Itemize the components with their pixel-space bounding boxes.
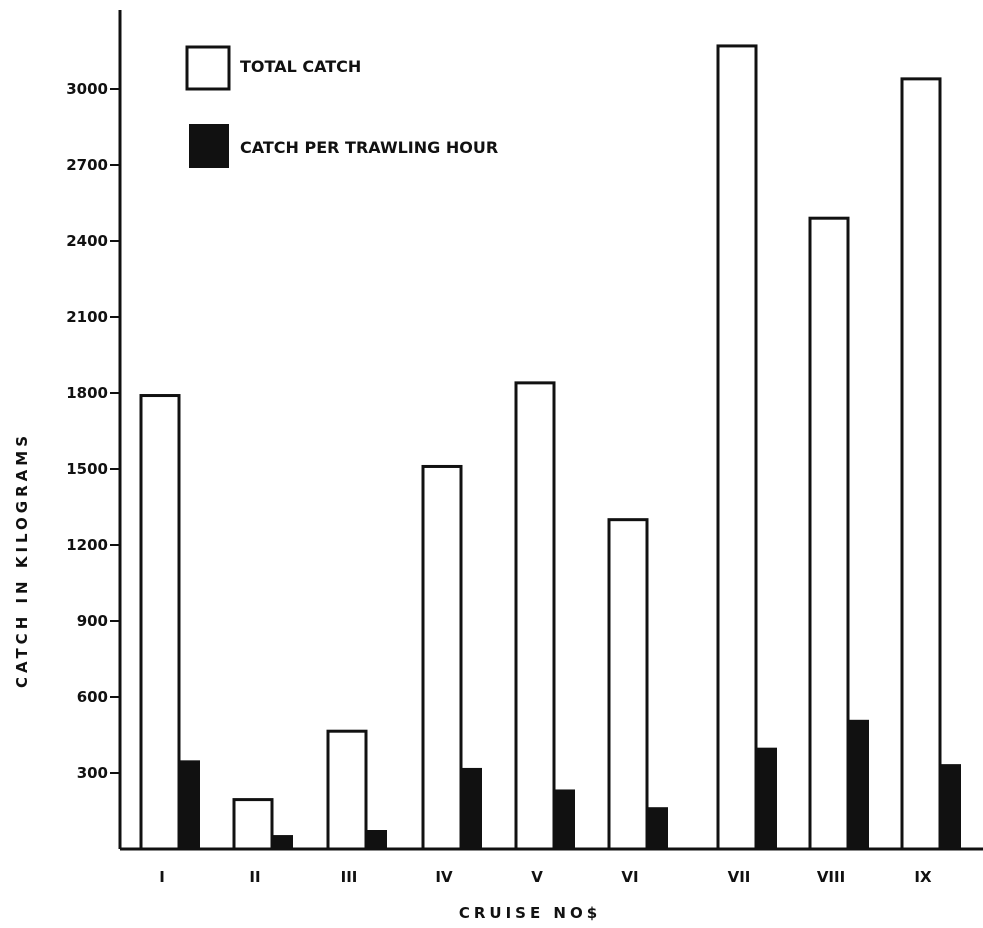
bar-total-catch	[607, 518, 649, 851]
legend-label-total-catch: TOTAL CATCH	[240, 57, 361, 76]
x-tick-label: VI	[621, 868, 638, 886]
bar-total-catch	[139, 394, 181, 851]
x-tick-label: V	[531, 868, 543, 886]
bar-catch-per-trawling-hour	[755, 747, 777, 849]
bar-catch-per-trawling-hour	[365, 830, 387, 849]
x-tick-label: VII	[728, 868, 751, 886]
y-tick-label: 900	[77, 612, 108, 630]
x-tick-label: IX	[914, 868, 932, 886]
bar-total-catch	[232, 798, 274, 851]
bar-catch-per-trawling-hour	[553, 789, 575, 849]
x-tick-label: III	[341, 868, 358, 886]
bars	[139, 44, 961, 851]
bar-total-catch	[326, 729, 368, 851]
legend-swatch-total-catch	[185, 45, 231, 91]
y-axis-title: CATCH IN KILOGRAMS	[13, 432, 31, 688]
x-axis-title: CRUISE NO$	[459, 904, 601, 922]
x-tick-label: VIII	[817, 868, 845, 886]
y-tick-label: 1800	[66, 384, 108, 402]
x-tick-label: II	[249, 868, 260, 886]
bar-total-catch	[514, 381, 556, 851]
y-tick-label: 2400	[66, 232, 108, 250]
bar-catch-per-trawling-hour	[271, 835, 293, 849]
y-axis: 300 600 900 1200 1500 1800 2100 2400 2700 3000	[66, 10, 122, 849]
bar-catch-per-trawling-hour	[646, 807, 668, 849]
bar-total-catch	[421, 464, 463, 851]
bar-catch-per-trawling-hour	[847, 719, 869, 849]
bar-catch-per-trawling-hour	[939, 764, 961, 849]
bar-catch-per-trawling-hour	[460, 767, 482, 849]
bar-total-catch	[808, 216, 850, 851]
y-tick-label: 1200	[66, 536, 108, 554]
bar-total-catch	[716, 44, 758, 851]
y-tick-label: 600	[77, 688, 108, 706]
x-tick-label: I	[159, 868, 165, 886]
y-tick-label: 2700	[66, 156, 108, 174]
y-tick-label: 3000	[66, 80, 108, 98]
legend: TOTAL CATCH CATCH PER TRAWLING HOUR	[185, 45, 498, 168]
y-tick-label: 2100	[66, 308, 108, 326]
bar-total-catch	[900, 77, 942, 851]
y-tick-label: 300	[77, 764, 108, 782]
x-tick-label: IV	[435, 868, 453, 886]
legend-label-catch-per-trawling-hour: CATCH PER TRAWLING HOUR	[240, 138, 498, 157]
x-axis: I II III IV V VI VII VIII IX	[120, 847, 983, 886]
bar-catch-per-trawling-hour	[178, 760, 200, 849]
legend-swatch-catch-per-trawling-hour	[189, 124, 229, 168]
y-tick-label: 1500	[66, 460, 108, 478]
